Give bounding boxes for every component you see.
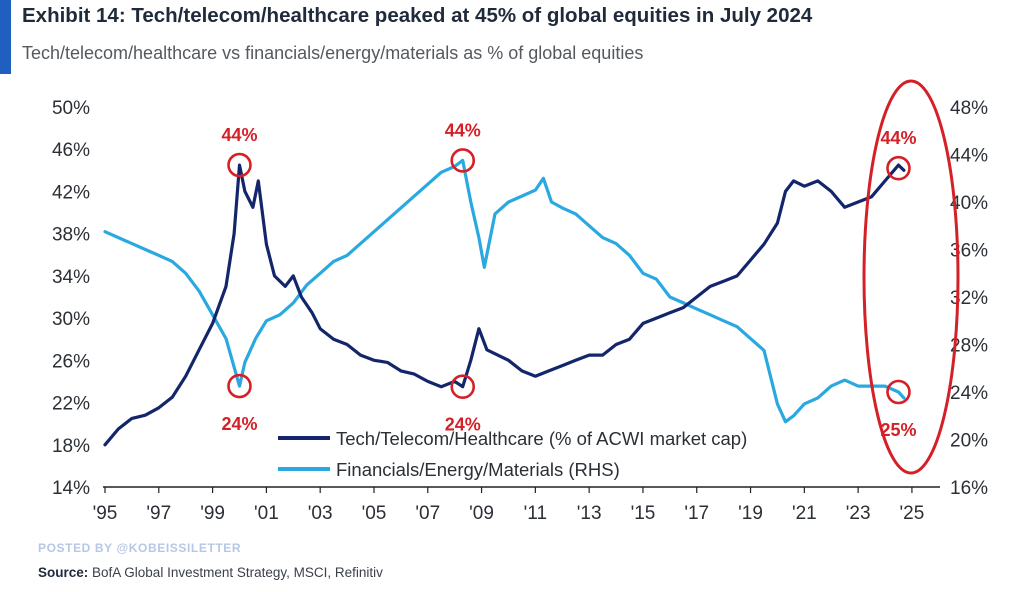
x-tick-label: '99 (200, 503, 225, 524)
y-right-tick-label: 24% (950, 383, 988, 404)
y-left-tick-label: 18% (52, 436, 90, 457)
legend-label: Tech/Telecom/Healthcare (% of ACWI marke… (336, 428, 747, 449)
x-tick-label: '09 (469, 503, 494, 524)
x-tick-label: '17 (684, 503, 709, 524)
annotation-label: 44% (221, 125, 257, 145)
annotation-circle (886, 379, 911, 405)
y-right-tick-label: 48% (950, 98, 988, 119)
annotation-label: 44% (880, 128, 916, 148)
series-line-financials (103, 158, 906, 424)
annotation-circle (886, 155, 911, 181)
x-tick-label: '07 (415, 503, 440, 524)
y-axis-right: 48% 44% 40% 36% 32% 28% 24% 20% 16% (950, 98, 988, 499)
annotation-label: 25% (880, 420, 916, 440)
y-right-tick-label: 32% (950, 288, 988, 309)
source-text: BofA Global Investment Strategy, MSCI, R… (88, 565, 383, 580)
x-tick-label: '19 (738, 503, 763, 524)
x-tick-label: '97 (146, 503, 171, 524)
y-left-tick-label: 14% (52, 478, 90, 499)
y-right-tick-label: 40% (950, 193, 988, 214)
y-left-tick-label: 22% (52, 394, 90, 415)
annotation-circle (450, 148, 476, 173)
y-right-tick-label: 28% (950, 336, 988, 357)
annotation-label: 24% (221, 414, 257, 434)
y-left-tick-label: 30% (52, 309, 90, 330)
annotation-label: 44% (445, 120, 481, 140)
x-tick-label: '95 (93, 503, 118, 524)
annotation-circle (227, 373, 252, 399)
y-right-tick-label: 44% (950, 146, 988, 167)
y-axis-left: 50% 46% 42% 38% 34% 30% 26% 22% 18% 14% (52, 98, 90, 499)
source-note: Source: BofA Global Investment Strategy,… (38, 565, 383, 580)
y-left-tick-label: 38% (52, 225, 90, 246)
y-right-tick-label: 20% (950, 431, 988, 452)
source-label: Source: (38, 565, 89, 580)
posted-by: POSTED BY @KOBEISSILETTER (38, 541, 242, 555)
x-tick-label: '15 (631, 503, 656, 524)
highlight-ellipse (862, 79, 960, 475)
y-left-tick-label: 46% (52, 140, 90, 161)
x-tick-label: '01 (254, 503, 279, 524)
x-tick-label: '23 (846, 503, 871, 524)
y-left-tick-label: 34% (52, 267, 90, 288)
x-tick-label: '11 (524, 503, 547, 524)
y-right-tick-label: 16% (950, 478, 988, 499)
y-left-tick-label: 50% (52, 98, 90, 119)
series-line-tech (103, 163, 906, 447)
x-tick-label: '13 (577, 503, 602, 524)
chart-subtitle: Tech/telecom/healthcare vs financials/en… (22, 43, 644, 63)
x-tick-label: '05 (362, 503, 387, 524)
title-accent-bar (0, 0, 11, 74)
annotation-layer: 44% 24% 44% 24% 44% 25% (221, 79, 960, 475)
series-layer (103, 158, 906, 447)
x-tick-label: '21 (792, 503, 817, 524)
annotation-circle (450, 374, 476, 400)
legend-label: Financials/Energy/Materials (RHS) (336, 459, 620, 480)
annotation-label: 24% (445, 415, 481, 435)
x-tick-label: '25 (900, 503, 925, 524)
annotation-circle (227, 152, 252, 178)
x-axis: '95 '97 '99 '01 '03 '05 '07 '09 '11 '13 '15 '17 '19 '… (93, 486, 940, 524)
legend: Tech/Telecom/Healthcare (% of ACWI marke… (278, 428, 747, 480)
chart-title: Exhibit 14: Tech/telecom/healthcare peak… (22, 4, 813, 27)
y-right-tick-label: 36% (950, 241, 988, 262)
y-left-tick-label: 42% (52, 182, 90, 203)
x-tick-label: '03 (308, 503, 333, 524)
y-left-tick-label: 26% (52, 351, 90, 372)
